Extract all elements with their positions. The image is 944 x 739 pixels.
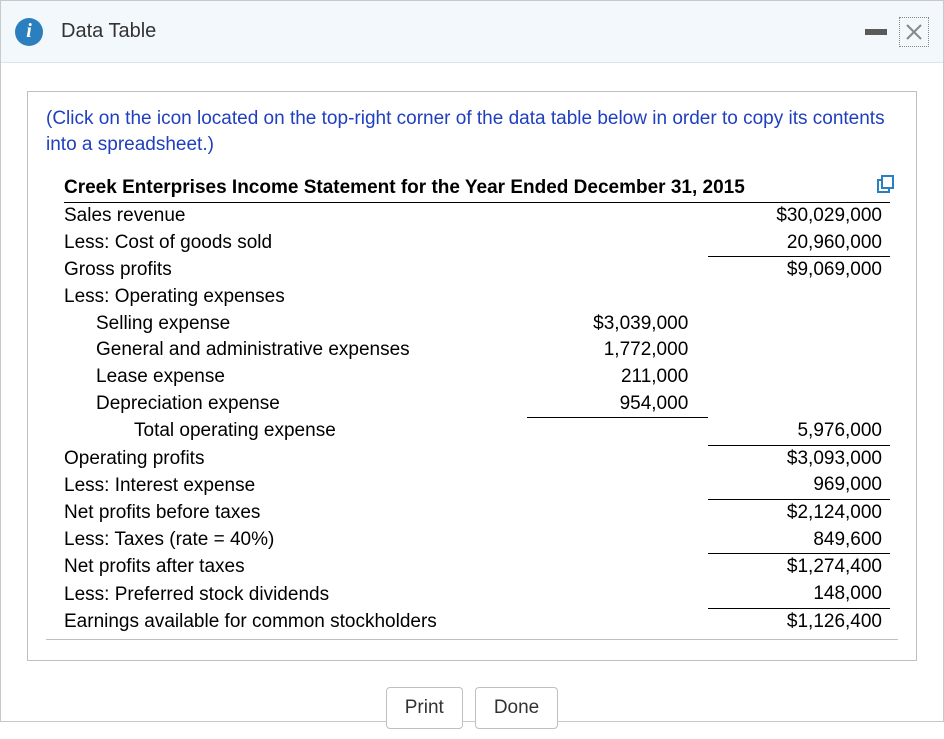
row-col2: 849,600: [708, 527, 890, 554]
row-label: Gross profits: [64, 257, 527, 284]
row-col2: [708, 337, 890, 364]
dialog-footer: Print Done: [27, 661, 917, 729]
table-row: Total operating expense 5,976,000: [64, 418, 890, 445]
row-label: General and administrative expenses: [64, 337, 527, 364]
statement-table: Creek Enterprises Income Statement for t…: [64, 175, 890, 635]
row-col2: $3,093,000: [708, 445, 890, 472]
row-label: Earnings available for common stockholde…: [64, 608, 527, 635]
table-row: Depreciation expense954,000: [64, 391, 890, 418]
row-label: Lease expense: [64, 364, 527, 391]
panel: (Click on the icon located on the top-ri…: [27, 91, 917, 661]
row-col1: 954,000: [527, 391, 709, 418]
row-col2: 5,976,000: [708, 418, 890, 445]
statement-title-row: Creek Enterprises Income Statement for t…: [64, 175, 890, 202]
row-col1: [527, 554, 709, 581]
row-col1: [527, 500, 709, 527]
content-area: (Click on the icon located on the top-ri…: [1, 63, 943, 739]
row-label: Less: Cost of goods sold: [64, 230, 527, 257]
dialog-title: Data Table: [61, 20, 156, 43]
row-col1: [527, 581, 709, 608]
row-col2: 20,960,000: [708, 230, 890, 257]
table-row: Less: Cost of goods sold 20,960,000: [64, 230, 890, 257]
row-label: Operating profits: [64, 445, 527, 472]
row-col1: [527, 284, 709, 311]
row-label: Net profits before taxes: [64, 500, 527, 527]
row-col2: 969,000: [708, 472, 890, 499]
table-row: Earnings available for common stockholde…: [64, 608, 890, 635]
row-col2: $9,069,000: [708, 257, 890, 284]
table-row: Net profits after taxes $1,274,400: [64, 554, 890, 581]
table-row: Selling expense$3,039,000: [64, 311, 890, 338]
row-col2: [708, 391, 890, 418]
data-table-dialog: i Data Table (Click on the icon located …: [0, 0, 944, 722]
row-label: Less: Preferred stock dividends: [64, 581, 527, 608]
row-col2: [708, 311, 890, 338]
table-row: Lease expense211,000: [64, 364, 890, 391]
close-icon[interactable]: [899, 17, 929, 47]
print-button[interactable]: Print: [386, 687, 463, 729]
row-label: Selling expense: [64, 311, 527, 338]
row-label: Total operating expense: [64, 418, 527, 445]
row-label: Sales revenue: [64, 202, 527, 229]
row-col2: $1,274,400: [708, 554, 890, 581]
row-col1: [527, 418, 709, 445]
row-col2: $30,029,000: [708, 202, 890, 229]
table-row: Less: Taxes (rate = 40%) 849,600: [64, 527, 890, 554]
table-row: Less: Operating expenses: [64, 284, 890, 311]
row-col2: [708, 284, 890, 311]
row-col1: $3,039,000: [527, 311, 709, 338]
row-col1: [527, 230, 709, 257]
statement-title: Creek Enterprises Income Statement for t…: [64, 175, 890, 202]
income-statement-table: Creek Enterprises Income Statement for t…: [46, 171, 898, 640]
row-col2: [708, 364, 890, 391]
table-row: Operating profits $3,093,000: [64, 445, 890, 472]
row-label: Depreciation expense: [64, 391, 527, 418]
row-col1: [527, 472, 709, 499]
table-row: Less: Preferred stock dividends 148,000: [64, 581, 890, 608]
row-label: Less: Operating expenses: [64, 284, 527, 311]
row-col2: 148,000: [708, 581, 890, 608]
row-col1: [527, 257, 709, 284]
titlebar: i Data Table: [1, 1, 943, 63]
table-row: Less: Interest expense 969,000: [64, 472, 890, 499]
row-col1: 1,772,000: [527, 337, 709, 364]
row-col2: $2,124,000: [708, 500, 890, 527]
table-row: Gross profits $9,069,000: [64, 257, 890, 284]
row-label: Less: Interest expense: [64, 472, 527, 499]
row-col1: [527, 527, 709, 554]
done-button[interactable]: Done: [475, 687, 558, 729]
row-col1: [527, 608, 709, 635]
table-row: Sales revenue $30,029,000: [64, 202, 890, 229]
row-col1: [527, 202, 709, 229]
copy-table-icon[interactable]: [876, 175, 896, 200]
minimize-icon[interactable]: [863, 19, 889, 45]
table-row: Net profits before taxes $2,124,000: [64, 500, 890, 527]
row-col1: 211,000: [527, 364, 709, 391]
row-col2: $1,126,400: [708, 608, 890, 635]
instruction-text: (Click on the icon located on the top-ri…: [46, 106, 898, 157]
info-icon: i: [15, 18, 43, 46]
table-row: General and administrative expenses1,772…: [64, 337, 890, 364]
row-label: Net profits after taxes: [64, 554, 527, 581]
row-label: Less: Taxes (rate = 40%): [64, 527, 527, 554]
row-col1: [527, 445, 709, 472]
